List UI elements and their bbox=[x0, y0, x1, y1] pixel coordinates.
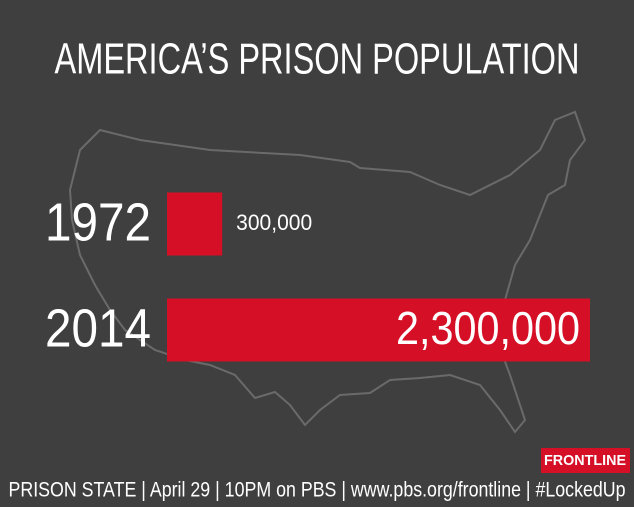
category-label: 1972 bbox=[45, 192, 151, 252]
chart-title: AMERICA’S PRISON POPULATION bbox=[55, 35, 580, 84]
value-label: 300,000 bbox=[236, 210, 312, 235]
category-label: 2014 bbox=[45, 298, 151, 358]
logo: FRONTLINE bbox=[544, 452, 626, 469]
value-label: 2,300,000 bbox=[396, 302, 580, 354]
bar bbox=[167, 298, 590, 362]
logo-box bbox=[541, 448, 630, 473]
footer: PRISON STATE | April 29 | 10PM on PBS | … bbox=[9, 479, 626, 502]
bar bbox=[167, 192, 223, 256]
